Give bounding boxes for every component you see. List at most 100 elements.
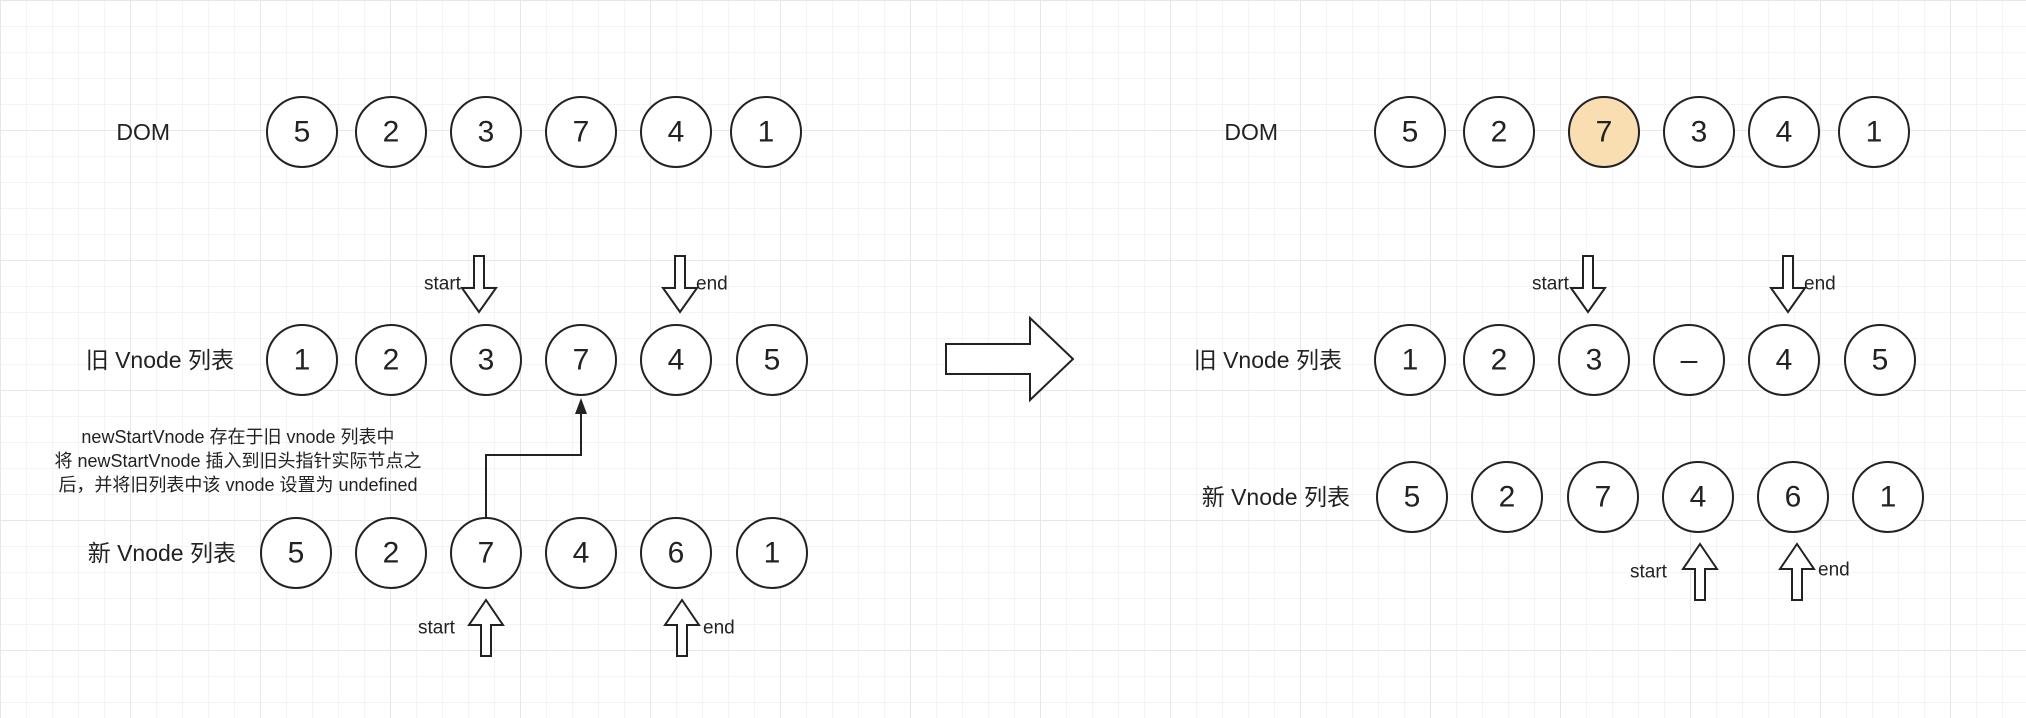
right-old-end-label: end xyxy=(1804,274,1836,295)
left-dom-label: DOM xyxy=(116,119,170,145)
left-note-line-3: 后，并将旧列表中该 vnode 设置为 undefined xyxy=(58,475,417,495)
svg-text:5: 5 xyxy=(1404,481,1421,514)
left-old-end-pointer-arrow xyxy=(661,255,699,314)
transition-arrow-icon xyxy=(945,315,1075,403)
left-dom-node: 1 xyxy=(730,96,802,168)
left-new-end-pointer-arrow xyxy=(663,598,701,657)
left-note-line-2: 将 newStartVnode 插入到旧头指针实际节点之 xyxy=(54,451,421,471)
right-new-start-label: start xyxy=(1630,562,1668,583)
right-new-node: 6 xyxy=(1757,461,1829,533)
move-connector-arrowhead xyxy=(575,398,587,414)
left-note-line-1: newStartVnode 存在于旧 vnode 列表中 xyxy=(81,427,394,447)
right-new-start-pointer-arrow xyxy=(1681,542,1719,601)
svg-text:1: 1 xyxy=(1402,344,1419,377)
svg-text:4: 4 xyxy=(1776,344,1793,377)
right-dom-node: 1 xyxy=(1838,96,1910,168)
left-new-end-label: end xyxy=(703,618,735,639)
svg-text:1: 1 xyxy=(758,116,775,149)
svg-text:–: – xyxy=(1681,344,1698,377)
svg-text:2: 2 xyxy=(1499,481,1516,514)
right-old-node: 4 xyxy=(1748,324,1820,396)
right-old-node-undefined: – xyxy=(1653,324,1725,396)
left-dom-node: 4 xyxy=(640,96,712,168)
svg-text:7: 7 xyxy=(1596,116,1613,149)
right-new-node: 4 xyxy=(1662,461,1734,533)
left-new-list-label: 新 Vnode 列表 xyxy=(88,540,236,566)
right-old-node: 2 xyxy=(1463,324,1535,396)
svg-text:2: 2 xyxy=(383,116,400,149)
right-new-node: 2 xyxy=(1471,461,1543,533)
svg-text:5: 5 xyxy=(294,116,311,149)
left-new-node: 5 xyxy=(260,517,332,589)
svg-text:4: 4 xyxy=(668,344,685,377)
left-old-start-label: start xyxy=(424,274,462,295)
left-new-start-pointer-arrow xyxy=(467,598,505,657)
left-new-node: 7 xyxy=(450,517,522,589)
left-dom-node: 5 xyxy=(266,96,338,168)
svg-text:3: 3 xyxy=(1586,344,1603,377)
right-new-end-label: end xyxy=(1818,560,1850,581)
svg-text:5: 5 xyxy=(764,344,781,377)
right-dom-node: 3 xyxy=(1663,96,1735,168)
right-new-node: 5 xyxy=(1376,461,1448,533)
svg-text:2: 2 xyxy=(1491,116,1508,149)
svg-text:5: 5 xyxy=(1872,344,1889,377)
svg-text:4: 4 xyxy=(573,537,590,570)
svg-text:5: 5 xyxy=(288,537,305,570)
left-new-start-label: start xyxy=(418,618,456,639)
svg-text:7: 7 xyxy=(573,116,590,149)
left-old-node: 4 xyxy=(640,324,712,396)
left-dom-node: 3 xyxy=(450,96,522,168)
svg-text:3: 3 xyxy=(478,116,495,149)
move-connector-line xyxy=(485,414,582,518)
left-panel: DOM 5 2 3 7 4 1 start end 旧 xyxy=(54,96,808,657)
left-old-node: 5 xyxy=(736,324,808,396)
svg-text:3: 3 xyxy=(1691,116,1708,149)
right-dom-node: 2 xyxy=(1463,96,1535,168)
right-panel: DOM 5 2 7 3 4 1 start end 旧 xyxy=(1194,96,1924,601)
svg-text:2: 2 xyxy=(383,537,400,570)
left-old-node: 1 xyxy=(266,324,338,396)
right-old-node: 3 xyxy=(1558,324,1630,396)
svg-text:1: 1 xyxy=(764,537,781,570)
left-new-node: 6 xyxy=(640,517,712,589)
left-dom-node: 2 xyxy=(355,96,427,168)
right-new-node: 1 xyxy=(1852,461,1924,533)
right-dom-node-highlighted: 7 xyxy=(1568,96,1640,168)
left-old-list-label: 旧 Vnode 列表 xyxy=(86,347,234,373)
svg-text:4: 4 xyxy=(1690,481,1707,514)
right-old-node: 5 xyxy=(1844,324,1916,396)
left-old-node: 7 xyxy=(545,324,617,396)
svg-text:4: 4 xyxy=(668,116,685,149)
right-dom-node: 5 xyxy=(1374,96,1446,168)
svg-text:4: 4 xyxy=(1776,116,1793,149)
right-old-start-label: start xyxy=(1532,274,1570,295)
svg-text:5: 5 xyxy=(1402,116,1419,149)
right-dom-node: 4 xyxy=(1748,96,1820,168)
svg-text:7: 7 xyxy=(573,344,590,377)
svg-text:6: 6 xyxy=(668,537,685,570)
left-new-node: 4 xyxy=(545,517,617,589)
right-new-list-label: 新 Vnode 列表 xyxy=(1202,484,1350,510)
svg-text:1: 1 xyxy=(1866,116,1883,149)
left-old-start-pointer-arrow xyxy=(460,255,498,314)
right-old-list-label: 旧 Vnode 列表 xyxy=(1194,347,1342,373)
left-old-node: 3 xyxy=(450,324,522,396)
left-new-node: 2 xyxy=(355,517,427,589)
right-new-node: 7 xyxy=(1567,461,1639,533)
right-old-end-pointer-arrow xyxy=(1769,255,1807,314)
svg-text:7: 7 xyxy=(478,537,495,570)
right-dom-label: DOM xyxy=(1224,119,1278,145)
svg-text:1: 1 xyxy=(294,344,311,377)
svg-text:2: 2 xyxy=(1491,344,1508,377)
right-new-end-pointer-arrow xyxy=(1778,542,1816,601)
right-old-node: 1 xyxy=(1374,324,1446,396)
right-old-start-pointer-arrow xyxy=(1569,255,1607,314)
svg-text:2: 2 xyxy=(383,344,400,377)
svg-text:3: 3 xyxy=(478,344,495,377)
left-dom-node: 7 xyxy=(545,96,617,168)
left-old-end-label: end xyxy=(696,274,728,295)
svg-text:1: 1 xyxy=(1880,481,1897,514)
svg-text:6: 6 xyxy=(1785,481,1802,514)
